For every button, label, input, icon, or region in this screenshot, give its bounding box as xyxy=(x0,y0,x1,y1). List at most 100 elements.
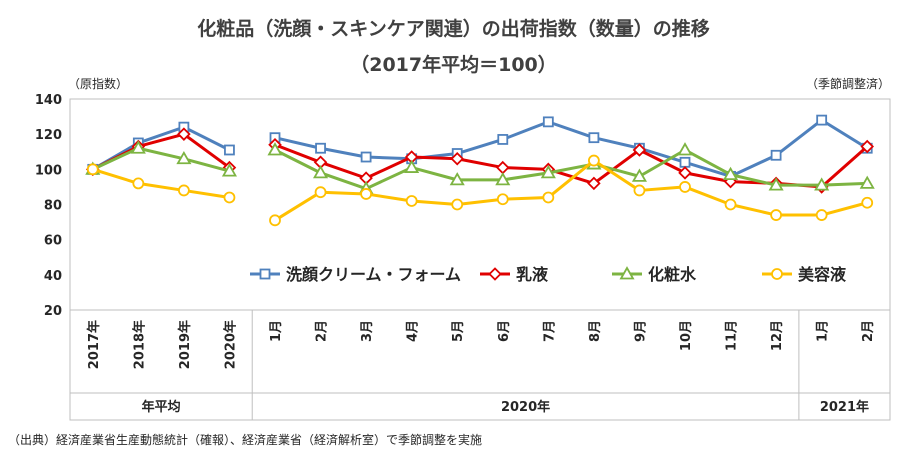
legend-item-lotion: 化粧水 xyxy=(612,265,697,284)
x-category-label: 3月 xyxy=(360,320,375,342)
series-line-wash xyxy=(274,118,869,178)
plot-frame xyxy=(69,98,891,421)
x-category-label: 2018年 xyxy=(131,320,147,369)
data-point-lotion xyxy=(768,177,784,191)
source-note: （出典）経済産業省生産動態統計（確報）、経済産業省（経済解析室）で季節調整を実施 xyxy=(8,433,483,447)
unit-label-left: （原指数） xyxy=(68,77,129,91)
data-point-essence xyxy=(770,209,783,221)
data-point-wash xyxy=(816,114,828,126)
data-point-lotion xyxy=(495,172,511,186)
data-point-milk xyxy=(177,127,191,141)
y-tick-label: 140 xyxy=(35,93,62,108)
data-point-lotion xyxy=(859,175,875,189)
data-point-lotion xyxy=(631,168,647,182)
data-point-essence xyxy=(223,191,236,204)
x-category-label: 11月 xyxy=(725,320,740,351)
legend-label: 乳液 xyxy=(516,265,549,284)
data-point-lotion xyxy=(540,165,556,179)
series-wash xyxy=(87,114,873,182)
x-category-label: 4月 xyxy=(406,320,421,342)
data-point-essence xyxy=(177,184,190,197)
data-point-lotion xyxy=(176,150,192,165)
x-category-label: 2017年 xyxy=(86,320,102,369)
data-point-lotion xyxy=(814,177,830,191)
data-point-milk xyxy=(496,160,510,175)
x-category-label: 2月 xyxy=(315,320,330,342)
legend-label: 美容液 xyxy=(798,265,847,284)
x-group-label: 2021年 xyxy=(820,399,869,415)
legend-marker xyxy=(259,268,271,280)
data-point-essence xyxy=(724,198,737,211)
data-point-wash xyxy=(770,149,782,161)
x-category-label: 10月 xyxy=(679,320,694,351)
x-group-label: 2020年 xyxy=(501,399,550,415)
x-group-label: 年平均 xyxy=(142,399,181,415)
data-point-milk xyxy=(632,143,647,157)
chart-title: 化粧品（洗顔・スキンケア関連）の出荷指数（数量）の推移 xyxy=(197,18,710,40)
y-tick-label: 40 xyxy=(44,269,62,284)
data-point-wash xyxy=(542,116,554,128)
legend-label: 洗顔クリーム・フォーム xyxy=(286,265,461,284)
legend-marker xyxy=(619,266,635,280)
series-essence xyxy=(86,154,874,227)
series-line-lotion xyxy=(274,148,868,191)
data-point-essence xyxy=(132,177,145,190)
data-point-wash xyxy=(588,132,600,144)
data-point-lotion xyxy=(404,159,420,173)
x-category-label: 1月 xyxy=(816,320,831,342)
y-tick-label: 120 xyxy=(35,128,62,143)
y-tick-label: 100 xyxy=(35,163,62,178)
data-point-wash xyxy=(497,134,509,145)
y-tick-label: 20 xyxy=(44,304,62,319)
x-category-label: 9月 xyxy=(633,320,648,342)
x-category-label: 2020年 xyxy=(222,320,238,369)
data-point-essence xyxy=(405,195,418,207)
data-point-lotion xyxy=(221,163,237,177)
unit-label-right: （季節調整済） xyxy=(806,77,891,91)
data-point-milk xyxy=(450,152,464,166)
x-category-label: 1月 xyxy=(269,320,284,342)
data-point-lotion xyxy=(313,165,329,179)
data-point-lotion xyxy=(723,166,739,181)
data-point-essence xyxy=(542,191,555,204)
y-tick-label: 80 xyxy=(44,199,62,214)
legend-item-wash: 洗顔クリーム・フォーム xyxy=(250,265,461,284)
data-point-wash xyxy=(315,142,326,154)
x-category-label: 5月 xyxy=(451,320,466,342)
data-point-essence xyxy=(360,188,373,200)
y-tick-label: 60 xyxy=(44,234,62,249)
data-point-essence xyxy=(861,196,874,209)
data-point-essence xyxy=(815,209,828,221)
series-line-essence xyxy=(274,159,868,222)
x-category-label: 8月 xyxy=(588,320,603,342)
data-point-lotion xyxy=(677,142,693,156)
legend-marker xyxy=(771,268,783,280)
legend-item-essence: 美容液 xyxy=(762,265,847,284)
data-point-essence xyxy=(269,214,281,227)
data-point-lotion xyxy=(267,142,283,156)
data-point-milk xyxy=(678,166,692,180)
legend-label: 化粧水 xyxy=(648,265,697,284)
x-category-label: 6月 xyxy=(497,320,512,342)
data-point-lotion xyxy=(449,172,465,186)
data-point-essence xyxy=(86,163,99,176)
series-line-wash xyxy=(92,125,231,171)
x-category-label: 2月 xyxy=(861,320,876,342)
data-point-milk xyxy=(860,139,874,154)
series-line-lotion xyxy=(92,146,230,173)
data-point-milk xyxy=(587,176,601,191)
x-category-label: 12月 xyxy=(770,320,785,351)
data-point-lotion xyxy=(130,140,146,154)
data-point-essence xyxy=(587,154,600,167)
x-category-label: 7月 xyxy=(542,320,557,342)
series-line-essence xyxy=(92,167,230,199)
legend-marker xyxy=(488,267,502,281)
x-category-label: 2019年 xyxy=(177,320,193,369)
data-point-essence xyxy=(679,181,691,193)
data-point-essence xyxy=(314,186,327,199)
legend-item-milk: 乳液 xyxy=(480,265,549,284)
data-point-wash xyxy=(360,151,372,163)
data-point-wash xyxy=(679,156,691,168)
data-point-wash xyxy=(224,144,235,156)
